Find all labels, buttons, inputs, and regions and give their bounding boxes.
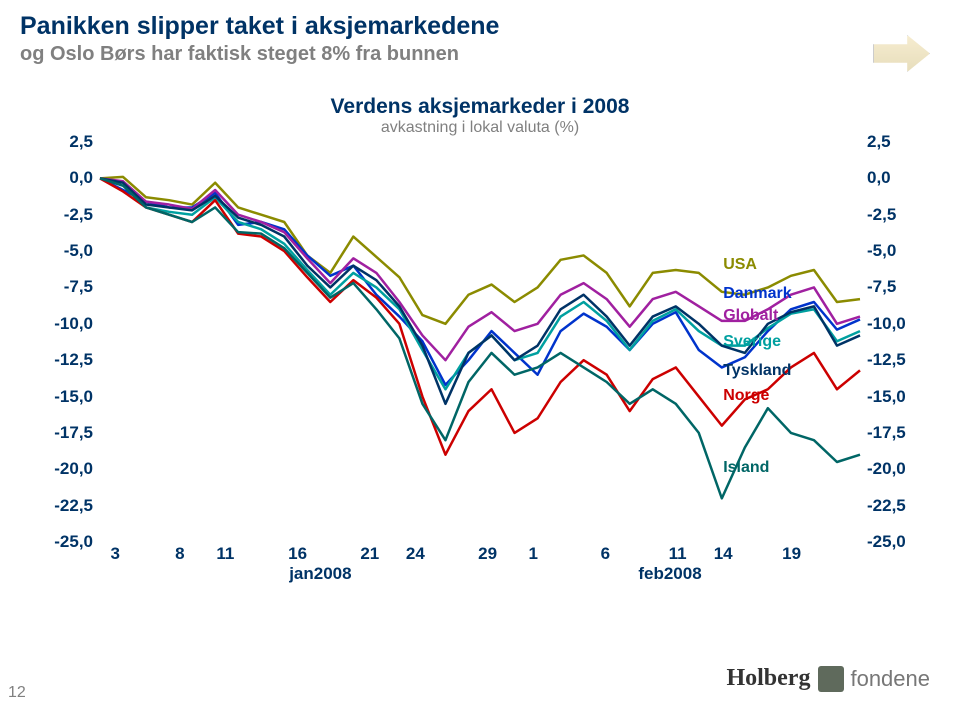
- chart: Verdens aksjemarkeder i 2008 avkastning …: [40, 95, 920, 625]
- x-tick: 1: [528, 544, 537, 564]
- logo-suffix: fondene: [850, 666, 930, 692]
- y-tick-right: -7,5: [867, 277, 922, 297]
- x-tick: 29: [478, 544, 497, 564]
- x-tick: 3: [110, 544, 119, 564]
- series-label-globalt: Globalt: [723, 307, 778, 325]
- y-tick-right: -17,5: [867, 423, 922, 443]
- next-arrow-icon[interactable]: [873, 35, 930, 72]
- series-label-sverige: Sverige: [723, 333, 781, 351]
- chart-subtitle: avkastning i lokal valuta (%): [40, 119, 920, 137]
- x-tick: 21: [360, 544, 379, 564]
- series-label-norge: Norge: [723, 387, 769, 405]
- x-tick: 16: [288, 544, 307, 564]
- x-tick: 11: [669, 544, 687, 564]
- series-label-danmark: Danmark: [723, 285, 791, 303]
- x-month-label: jan2008: [289, 564, 351, 584]
- series-label-usa: USA: [723, 256, 757, 274]
- x-tick: 8: [175, 544, 184, 564]
- y-tick-left: -12,5: [38, 350, 93, 370]
- y-tick-right: -15,0: [867, 387, 922, 407]
- x-tick: 14: [714, 544, 733, 564]
- series-label-island: Island: [723, 459, 769, 477]
- y-tick-right: -20,0: [867, 459, 922, 479]
- page-subtitle: og Oslo Børs har faktisk steget 8% fra b…: [20, 43, 499, 66]
- y-tick-left: -20,0: [38, 459, 93, 479]
- y-tick-left: -2,5: [38, 205, 93, 225]
- y-tick-right: -10,0: [867, 314, 922, 334]
- y-tick-right: -2,5: [867, 205, 922, 225]
- y-tick-left: -10,0: [38, 314, 93, 334]
- y-tick-right: -12,5: [867, 350, 922, 370]
- y-tick-right: -5,0: [867, 241, 922, 261]
- y-tick-left: 2,5: [38, 132, 93, 152]
- page-number: 12: [8, 684, 26, 702]
- y-tick-left: -7,5: [38, 277, 93, 297]
- y-tick-right: -25,0: [867, 532, 922, 552]
- x-axis: 38111621242916111419jan2008feb2008: [100, 544, 860, 586]
- y-tick-right: -22,5: [867, 496, 922, 516]
- y-tick-left: -22,5: [38, 496, 93, 516]
- y-tick-right: 2,5: [867, 132, 922, 152]
- x-tick: 6: [601, 544, 610, 564]
- chart-title: Verdens aksjemarkeder i 2008: [40, 95, 920, 119]
- series-label-tyskland: Tyskland: [723, 362, 791, 380]
- y-tick-left: -15,0: [38, 387, 93, 407]
- y-tick-left: 0,0: [38, 168, 93, 188]
- y-tick-right: 0,0: [867, 168, 922, 188]
- logo: Holberg fondene: [726, 665, 930, 692]
- logo-brand: Holberg: [726, 665, 810, 692]
- y-tick-left: -17,5: [38, 423, 93, 443]
- page-title: Panikken slipper taket i aksjemarkedene: [20, 12, 499, 41]
- logo-square-icon: [818, 666, 844, 692]
- x-month-label: feb2008: [638, 564, 701, 584]
- y-tick-left: -5,0: [38, 241, 93, 261]
- y-tick-left: -25,0: [38, 532, 93, 552]
- x-tick: 24: [406, 544, 425, 564]
- x-tick: 19: [782, 544, 801, 564]
- x-tick: 11: [216, 544, 234, 564]
- y-axis-left: 2,50,0-2,5-5,0-7,5-10,0-12,5-15,0-17,5-2…: [38, 142, 93, 542]
- y-axis-right: 2,50,0-2,5-5,0-7,5-10,0-12,5-15,0-17,5-2…: [867, 142, 922, 542]
- plot-area: 2,50,0-2,5-5,0-7,5-10,0-12,5-15,0-17,5-2…: [100, 142, 860, 542]
